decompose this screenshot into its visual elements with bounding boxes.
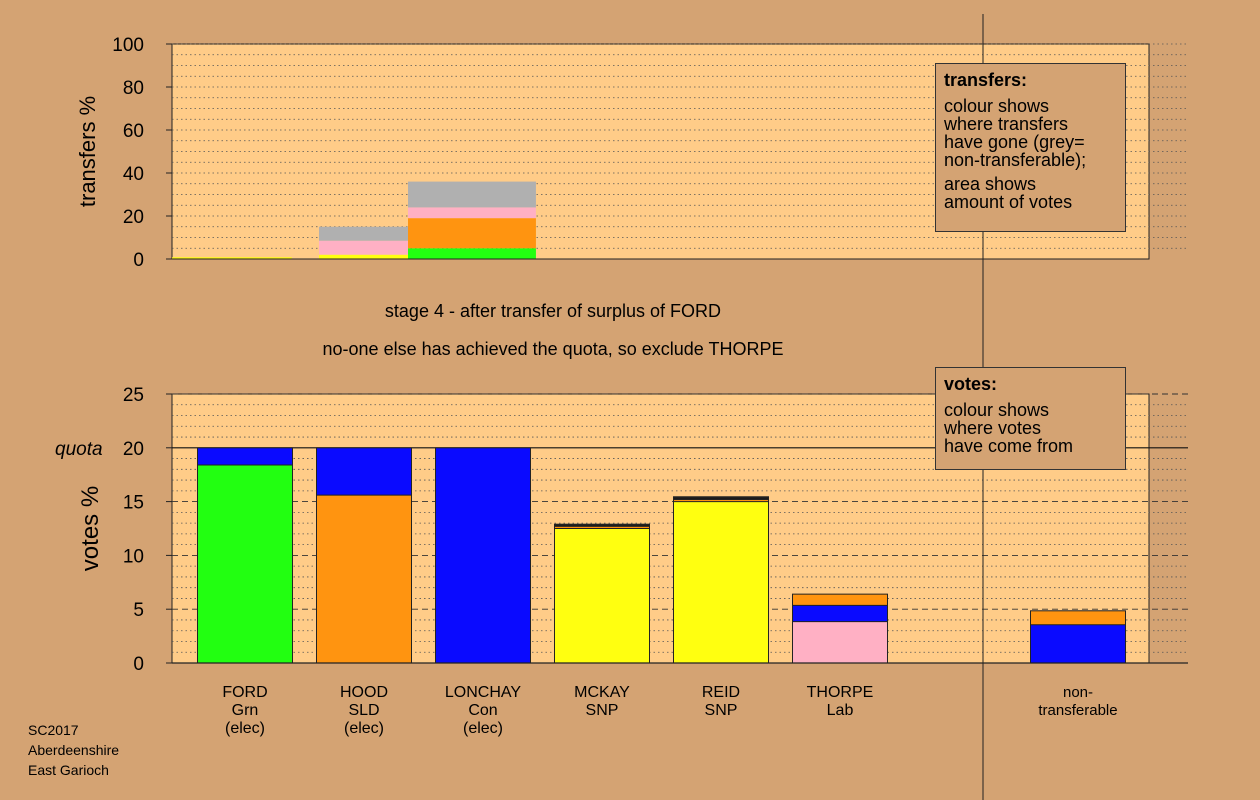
- footer-year: SC2017: [28, 722, 79, 738]
- candidate-label: (elec): [344, 720, 384, 737]
- candidate-label: transferable: [1038, 702, 1117, 719]
- transfers-bar-segment: [319, 254, 408, 259]
- votes-bar-segment: [554, 528, 650, 663]
- votes-bar-segment: [197, 465, 293, 663]
- footer: SC2017 Aberdeenshire East Garioch: [28, 720, 119, 780]
- candidate-label: SNP: [586, 702, 619, 719]
- candidate-label: non-: [1063, 684, 1093, 701]
- transfers-tick-label: 0: [133, 250, 144, 271]
- transfers-note-text2: area shows amount of votes: [944, 174, 1073, 212]
- votes-bar-segment: [1030, 624, 1126, 663]
- votes-note-title: votes:: [944, 374, 998, 394]
- transfers-tick-label: 100: [112, 35, 144, 56]
- transfers-note: transfers: colour shows where transfers …: [935, 63, 1126, 232]
- candidate-label: (elec): [225, 720, 265, 737]
- votes-tick-label: 0: [133, 654, 144, 675]
- votes-tick-label: 25: [123, 385, 144, 406]
- candidate-label: Con: [468, 702, 497, 719]
- votes-bar-segment: [673, 501, 769, 663]
- transfers-tick-label: 20: [123, 207, 144, 228]
- quota-label: quota: [55, 439, 103, 460]
- votes-note: votes: colour shows where votes have com…: [935, 367, 1126, 470]
- candidate-label: FORD: [222, 684, 267, 701]
- votes-bar-segment: [197, 447, 293, 466]
- votes-bar-segment: [792, 621, 888, 663]
- votes-tick-label: 10: [123, 546, 144, 567]
- candidate-label: MCKAY: [574, 684, 630, 701]
- transfers-bar-segment: [408, 218, 536, 249]
- candidate-label: HOOD: [340, 684, 388, 701]
- transfers-bar-segment: [408, 248, 536, 259]
- votes-bar-segment: [316, 495, 412, 663]
- candidate-label: LONCHAY: [445, 684, 521, 701]
- transfers-note-title: transfers:: [944, 70, 1028, 90]
- action-headline: no-one else has achieved the quota, so e…: [322, 339, 784, 359]
- votes-bar-segment: [316, 447, 412, 496]
- transfers-tick-label: 40: [123, 164, 144, 185]
- votes-tick-label: 5: [133, 600, 144, 621]
- transfers-bar-segment: [172, 257, 292, 259]
- stage-headline: stage 4 - after transfer of surplus of F…: [384, 301, 722, 321]
- votes-bar-segment: [673, 497, 769, 500]
- candidate-label: THORPE: [807, 684, 874, 701]
- votes-bar-segment: [435, 447, 531, 663]
- transfers-bar-segment: [319, 226, 408, 241]
- transfers-bar-segment: [408, 181, 536, 208]
- transfers-note-text1: colour shows where transfers have gone (…: [944, 96, 1087, 170]
- votes-bar-segment: [792, 594, 888, 606]
- votes-tick-label: 15: [123, 493, 144, 514]
- votes-note-text1: colour shows where votes have come from: [944, 400, 1074, 456]
- candidate-label: Lab: [827, 702, 854, 719]
- votes-bar-segment: [673, 499, 769, 502]
- transfers-bar-segment: [319, 240, 408, 255]
- votes-axis-label: votes %: [77, 486, 104, 571]
- footer-region: Aberdeenshire: [28, 742, 120, 758]
- transfers-bar-segment: [408, 207, 536, 219]
- transfers-tick-label: 60: [123, 121, 144, 142]
- footer-ward: East Garioch: [28, 762, 109, 778]
- transfers-axis-label: transfers %: [75, 96, 100, 207]
- votes-bar-segment: [554, 524, 650, 527]
- votes-tick-label: 20: [123, 439, 144, 460]
- votes-bar-segment: [1030, 610, 1126, 625]
- candidate-label: SNP: [705, 702, 738, 719]
- votes-bar-segment: [792, 605, 888, 622]
- candidate-label: SLD: [348, 702, 379, 719]
- transfers-tick-label: 80: [123, 78, 144, 99]
- candidate-label: (elec): [463, 720, 503, 737]
- candidate-label: Grn: [232, 702, 259, 719]
- votes-bar-segment: [554, 526, 650, 529]
- candidate-label: REID: [702, 684, 740, 701]
